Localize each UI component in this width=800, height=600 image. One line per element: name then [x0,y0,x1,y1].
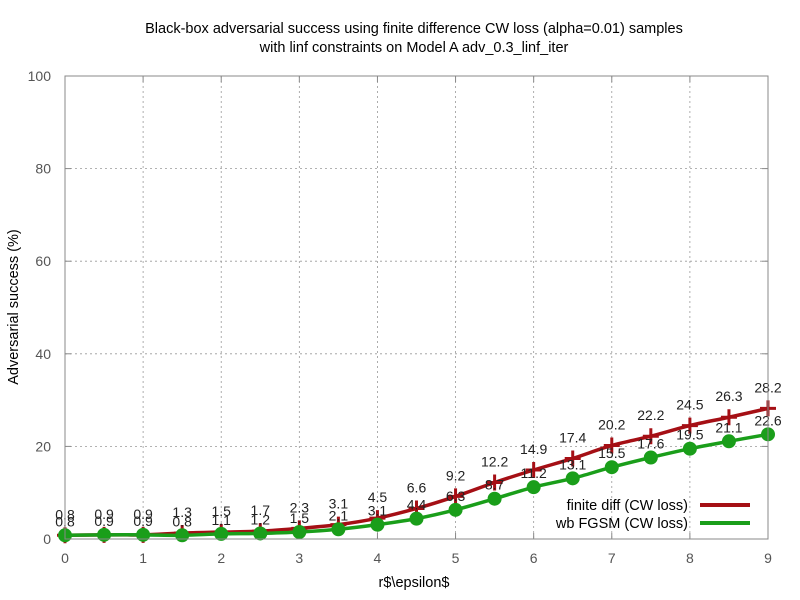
y-tick-label: 0 [43,531,51,547]
y-tick-label: 100 [28,68,52,84]
data-label: 24.5 [676,397,703,413]
x-tick-label: 6 [530,550,538,566]
data-point [486,474,503,491]
data-label: 21.1 [715,419,742,435]
data-label: 4.4 [407,497,427,513]
data-label: 0.9 [133,513,153,529]
data-point [525,462,542,479]
y-tick-label: 20 [35,438,51,454]
data-point [603,437,620,454]
data-label: 3.1 [329,496,349,512]
data-point [448,502,463,517]
data-point [526,480,541,495]
data-labels: 0.8 0.9 0.9 1.3 1.5 1.7 2.3 3.1 4.56.69.212.214.… [55,379,782,529]
data-label: 17.4 [559,429,586,445]
data-point [604,460,619,475]
data-label: 15.5 [598,445,625,461]
x-tick-label: 2 [217,550,225,566]
plot-frame [64,75,769,540]
grid [65,76,768,539]
legend-label: wb FGSM (CW loss) [555,516,688,532]
x-tick-label: 9 [764,550,772,566]
data-label: 17.6 [637,436,664,452]
data-label: 22.2 [637,407,664,423]
chart-title-line-1: Black-box adversarial success using fini… [145,21,683,37]
data-label: 9.2 [446,467,466,483]
data-label: 2.3 [290,499,310,515]
y-tick-label: 80 [35,161,51,177]
data-point [175,528,190,543]
legend-label: finite diff (CW loss) [567,498,688,514]
data-point [214,526,229,541]
data-label: 1.3 [172,504,192,520]
data-label: 12.2 [481,454,508,470]
data-label: 0.9 [94,513,114,529]
data-point [292,525,307,540]
x-tick-label: 4 [374,550,382,566]
data-label: 6.6 [407,479,427,495]
x-axis: 0 1 2 3 4 5 6 7 8 9 [61,76,772,566]
data-point [409,511,424,526]
data-label: 11.2 [521,465,547,481]
data-label: 1.7 [251,502,271,518]
data-point [643,450,658,465]
data-label: 0.9 [94,506,114,522]
data-label: 3.1 [368,503,388,519]
data-label: 4.5 [368,489,388,505]
x-tick-label: 0 [61,550,69,566]
chart-title-line-2: with linf constraints on Model A adv_0.3… [259,40,569,56]
data-point [97,527,112,542]
data-label: 0.9 [133,506,153,522]
data-point [370,517,385,532]
x-tick-label: 8 [686,550,694,566]
x-tick-label: 1 [139,550,147,566]
x-tick-label: 7 [608,550,616,566]
x-axis-label: r$\epsilon$ [379,575,450,591]
data-label: 1.5 [211,503,231,519]
y-tick-label: 60 [35,253,51,269]
data-label: 13.1 [559,456,586,472]
data-label: 8.7 [485,477,505,493]
data-point [681,417,698,434]
data-label: 1.5 [290,510,310,526]
data-point [447,488,464,505]
data-label: 2.1 [329,507,349,523]
x-tick-label: 5 [452,550,460,566]
data-point [253,526,268,541]
data-point [642,428,659,445]
data-point [136,527,151,542]
data-point [721,434,736,449]
data-label: 0.8 [172,513,192,529]
data-label: 1.1 [211,512,231,528]
data-label: 14.9 [520,441,547,457]
data-label: 1.2 [251,511,271,527]
y-axis: 0 20 40 60 80 100 [28,68,768,547]
data-point [487,491,502,506]
data-label: 20.2 [598,416,625,432]
data-point [565,471,580,486]
data-label: 6.3 [446,488,466,504]
data-label: 26.3 [715,388,742,404]
x-tick-label: 3 [295,550,303,566]
data-point [720,409,737,426]
data-point [564,450,581,467]
y-axis-label: Adversarial success (%) [6,229,22,385]
y-tick-label: 40 [35,346,51,362]
data-point [682,441,697,456]
data-point [331,522,346,537]
data-label: 19.5 [676,427,703,443]
legend: finite diff (CW loss) wb FGSM (CW loss) [555,498,750,532]
